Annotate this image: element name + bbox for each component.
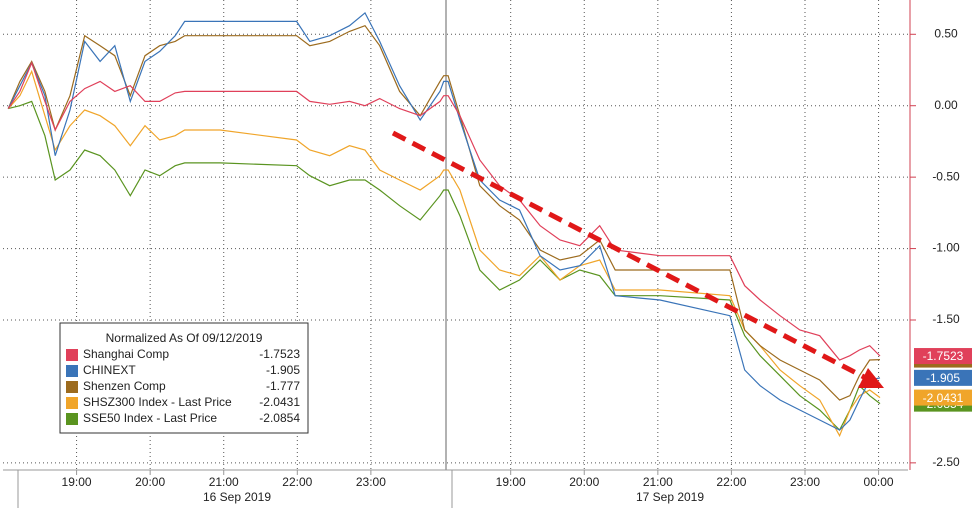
series-line	[7, 11, 881, 431]
y-tick-label: -2.50	[932, 455, 960, 469]
legend-label: SSE50 Index - Last Price	[83, 411, 217, 425]
x-tick-label: 19:00	[62, 475, 92, 489]
y-tick-label: -1.00	[932, 241, 960, 255]
series-line	[8, 100, 881, 432]
arrow-head	[858, 368, 884, 388]
x-tick-label: 00:00	[864, 475, 894, 489]
legend-swatch	[66, 413, 78, 425]
x-tick-label: 20:00	[569, 475, 599, 489]
x-tick-label: 21:00	[643, 475, 673, 489]
y-tick-label: -1.50	[932, 312, 960, 326]
x-tick-label: 20:00	[135, 475, 165, 489]
x-tick-label: 22:00	[282, 475, 312, 489]
legend: Normalized As Of 09/12/2019 Shanghai Com…	[59, 322, 309, 434]
x-tick-label: 22:00	[716, 475, 746, 489]
value-badge	[914, 348, 972, 365]
value-badges: -2.0854-1.777-1.7523-1.905-2.0431	[914, 348, 972, 412]
date-label: 16 Sep 2019	[203, 490, 271, 504]
y-tick-label: 0.00	[934, 98, 958, 112]
series-line	[7, 24, 881, 401]
legend-value: -1.777	[266, 379, 300, 393]
value-badge-label: -1.905	[926, 371, 960, 385]
date-label: 17 Sep 2019	[636, 490, 704, 504]
series-line	[7, 69, 881, 438]
legend-swatch	[66, 381, 78, 393]
y-tick-label: -0.50	[932, 169, 960, 183]
legend-label: SHSZ300 Index - Last Price	[83, 395, 232, 409]
x-tick-label: 23:00	[356, 475, 386, 489]
legend-value: -1.905	[266, 363, 300, 377]
trend-arrow	[391, 130, 884, 388]
series-line	[7, 61, 881, 361]
legend-title: Normalized As Of 09/12/2019	[106, 331, 263, 345]
legend-swatch	[66, 365, 78, 377]
legend-value: -1.7523	[259, 347, 300, 361]
legend-box	[59, 322, 309, 434]
y-tick-label: 0.50	[934, 26, 958, 40]
legend-swatch	[66, 349, 78, 361]
legend-label: Shenzen Comp	[83, 379, 166, 393]
value-badge-label: -2.0431	[923, 391, 964, 405]
x-tick-label: 21:00	[209, 475, 239, 489]
x-tick-label: 19:00	[496, 475, 526, 489]
value-badge	[914, 369, 972, 386]
lines	[7, 11, 881, 438]
value-badge	[914, 389, 972, 406]
legend-swatch	[66, 397, 78, 409]
legend-label: CHINEXT	[83, 363, 136, 377]
legend-value: -2.0431	[259, 395, 300, 409]
arrow-shaft	[391, 130, 868, 381]
legend-label: Shanghai Comp	[83, 347, 169, 361]
legend-value: -2.0854	[259, 411, 300, 425]
value-badge-label: -1.7523	[923, 349, 964, 363]
x-tick-label: 23:00	[790, 475, 820, 489]
